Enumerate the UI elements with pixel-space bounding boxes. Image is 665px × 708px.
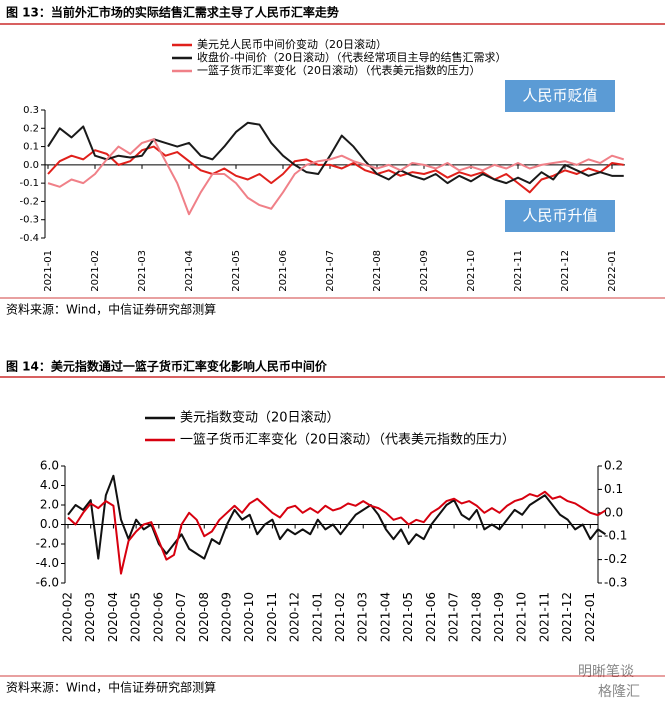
y2-tick-label: 0.0 xyxy=(604,505,623,519)
watermark: 明晰笔谈 xyxy=(578,664,634,680)
x-tick-label: 2021-02 xyxy=(90,250,101,292)
x-tick-label: 2021-05 xyxy=(231,250,242,292)
x-tick-label: 2022-01 xyxy=(607,250,618,292)
y-tick-label: -0.4 xyxy=(19,233,39,244)
x-tick-label: 2021-04 xyxy=(378,592,392,642)
x-tick-label: 2021-11 xyxy=(513,250,524,292)
figure-title: 图 13：当前外汇市场的实际结售汇需求主导了人民币汇率走势 xyxy=(6,5,339,20)
x-tick-label: 2021-07 xyxy=(447,592,461,642)
x-tick-label: 2021-10 xyxy=(466,250,477,292)
x-tick-label: 2021-09 xyxy=(492,592,506,642)
y2-tick-label: -0.3 xyxy=(604,576,627,590)
x-tick-label: 2021-07 xyxy=(325,250,336,292)
y-tick-label: 0.2 xyxy=(23,123,39,134)
x-tick-label: 2020-03 xyxy=(83,592,97,642)
x-tick-label: 2021-12 xyxy=(560,250,571,292)
y-tick-label: -6.0 xyxy=(36,576,59,590)
series-line xyxy=(47,138,625,216)
y2-tick-label: 0.1 xyxy=(604,482,623,496)
x-tick-label: 2021-05 xyxy=(401,592,415,642)
annotation-box xyxy=(505,200,615,232)
annotation-box xyxy=(505,80,615,112)
x-tick-label: 2020-05 xyxy=(129,592,143,642)
y2-tick-label: -0.1 xyxy=(604,529,627,543)
watermark: 格隆汇 xyxy=(598,684,640,700)
x-tick-label: 2021-08 xyxy=(372,250,383,292)
series-line xyxy=(67,490,606,575)
source: 资料来源：Wind，中信证券研究部测算 xyxy=(6,680,216,695)
y-tick-label: 0.3 xyxy=(23,105,39,116)
x-tick-label: 2020-06 xyxy=(151,592,165,642)
legend-label: 一篮子货币汇率变化（20日滚动）（代表美元指数的压力） xyxy=(197,63,481,77)
y-tick-label: -0.2 xyxy=(19,196,39,207)
x-tick-label: 2021-03 xyxy=(137,250,148,292)
x-tick-label: 2021-04 xyxy=(184,250,195,292)
x-tick-label: 2021-03 xyxy=(356,592,370,642)
y-tick-label: 6.0 xyxy=(40,459,59,473)
x-tick-label: 2020-12 xyxy=(288,592,302,642)
y-tick-label: 0.0 xyxy=(23,160,39,171)
figure-title: 图 14：美元指数通过一篮子货币汇率变化影响人民币中间价 xyxy=(6,359,328,374)
x-tick-label: 2021-08 xyxy=(469,592,483,642)
x-tick-label: 2021-02 xyxy=(333,592,347,642)
x-tick-label: 2021-06 xyxy=(424,592,438,642)
x-tick-label: 2021-10 xyxy=(515,592,529,642)
legend-label: 收盘价-中间价（20日滚动）（代表经常项目主导的结售汇需求） xyxy=(197,50,506,64)
legend-label: 美元指数变动（20日滚动） xyxy=(180,410,340,426)
y-tick-label: -0.3 xyxy=(19,215,39,226)
annotation: 人民币升值 xyxy=(522,207,597,225)
x-tick-label: 2021-01 xyxy=(43,250,54,292)
series-line xyxy=(47,145,624,194)
x-tick-label: 2021-09 xyxy=(419,250,430,292)
source: 资料来源：Wind，中信证券研究部测算 xyxy=(6,302,216,317)
legend-label: 美元兑人民币中间价变动（20日滚动） xyxy=(197,37,387,51)
y2-tick-label: -0.2 xyxy=(604,552,627,566)
y-tick-label: 2.0 xyxy=(40,498,59,512)
x-tick-label: 2020-08 xyxy=(197,592,211,642)
y-tick-label: -4.0 xyxy=(36,556,59,570)
x-tick-label: 2020-02 xyxy=(61,592,75,642)
y-tick-label: -2.0 xyxy=(36,537,59,551)
x-tick-label: 2020-11 xyxy=(265,592,279,642)
legend-label: 一篮子货币汇率变化（20日滚动）（代表美元指数的压力） xyxy=(180,432,515,448)
x-tick-label: 2022-01 xyxy=(583,592,597,642)
x-tick-label: 2020-04 xyxy=(106,592,120,642)
x-tick-label: 2021-01 xyxy=(310,592,324,642)
x-tick-label: 2021-06 xyxy=(278,250,289,292)
x-tick-label: 2020-07 xyxy=(174,592,188,642)
series-line xyxy=(47,121,624,185)
y-tick-label: 4.0 xyxy=(40,478,59,492)
annotation: 人民币贬值 xyxy=(522,87,597,105)
y2-tick-label: 0.2 xyxy=(604,459,623,473)
series-line xyxy=(67,474,607,560)
x-tick-label: 2020-10 xyxy=(242,592,256,642)
x-tick-label: 2021-12 xyxy=(560,592,574,642)
y-tick-label: 0.1 xyxy=(23,142,39,153)
x-tick-label: 2021-11 xyxy=(537,592,551,642)
y-tick-label: 0.0 xyxy=(40,517,59,531)
x-tick-label: 2020-09 xyxy=(219,592,233,642)
y-tick-label: -0.1 xyxy=(19,178,39,189)
